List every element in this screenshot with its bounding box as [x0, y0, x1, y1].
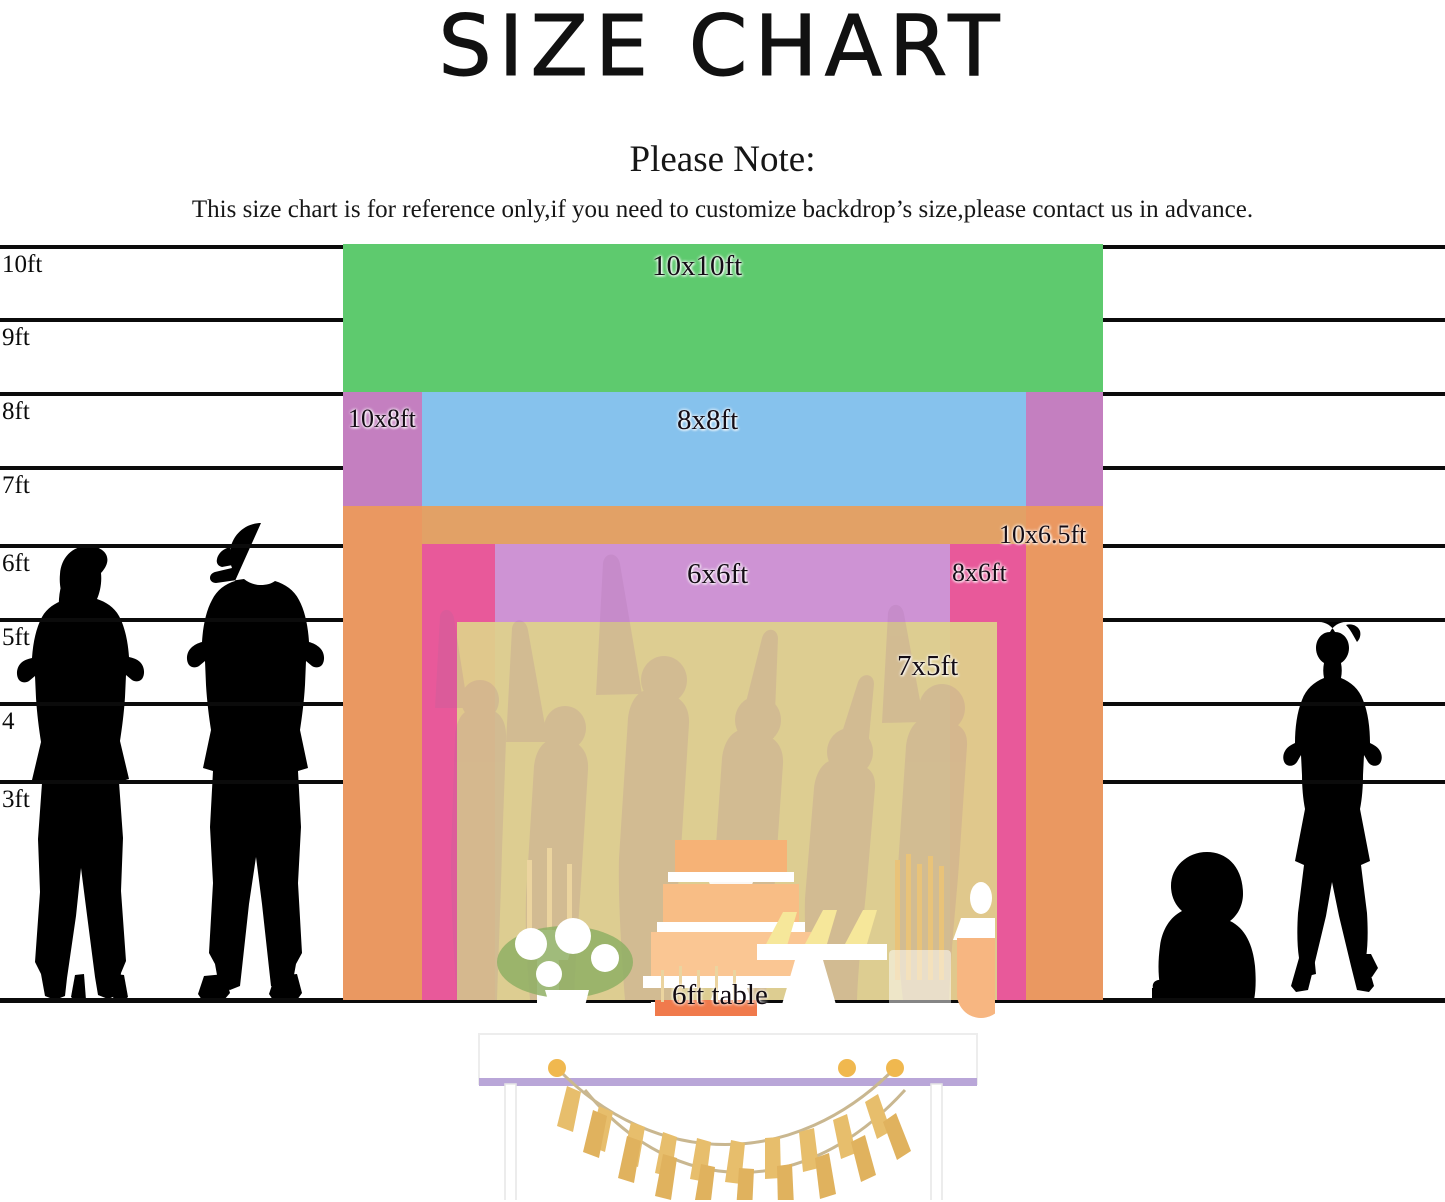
tick-label-9ft: 9ft [2, 324, 30, 351]
size-label-10x8: 10x8ft [348, 404, 416, 433]
size-label-10x10: 10x10ft [652, 250, 743, 282]
flower-vase [497, 918, 633, 1040]
tick-label-7ft: 7ft [2, 472, 30, 499]
tick-label-4ft: 4 [2, 708, 15, 735]
pretzel-sticks [889, 854, 951, 1034]
table-label: 6ft table [672, 979, 768, 1011]
adult-man-silhouette [175, 521, 335, 1002]
girl-standing-silhouette [1272, 622, 1404, 1002]
header: SIZE CHART Please Note: This size chart … [0, 0, 1445, 240]
size-label-8x8: 8x8ft [677, 404, 739, 436]
tick-label-10ft: 10ft [2, 251, 43, 278]
size-label-6x6: 6x6ft [687, 558, 749, 590]
tick-label-6ft: 6ft [2, 550, 30, 577]
please-note-heading: Please Note: [629, 139, 816, 180]
tick-label-3ft: 3ft [2, 786, 30, 813]
size-label-7x5: 7x5ft [897, 650, 959, 682]
adult-woman-silhouette [14, 546, 164, 1002]
toddler-sitting-silhouette [1152, 850, 1262, 1002]
cupcake-stand [757, 910, 887, 1018]
note-text: This size chart is for reference only,if… [191, 196, 1254, 223]
tick-label-8ft: 8ft [2, 398, 30, 425]
size-label-8x6: 8x6ft [952, 558, 1007, 587]
fruit-bowl [651, 966, 761, 1034]
dessert-table-scene [465, 840, 1067, 1202]
tick-label-5ft: 5ft [2, 624, 30, 651]
page-title: SIZE CHART [438, 0, 1007, 95]
chart-plot-area: 10x10ft 10x8ft 8x8ft 10x6.5ft 8x6ft 6x6f… [0, 240, 1445, 1202]
tassel-garland [548, 1059, 911, 1202]
table [478, 1033, 978, 1202]
size-label-10x6-5: 10x6.5ft [999, 520, 1087, 549]
candy-jar [953, 882, 1009, 1018]
